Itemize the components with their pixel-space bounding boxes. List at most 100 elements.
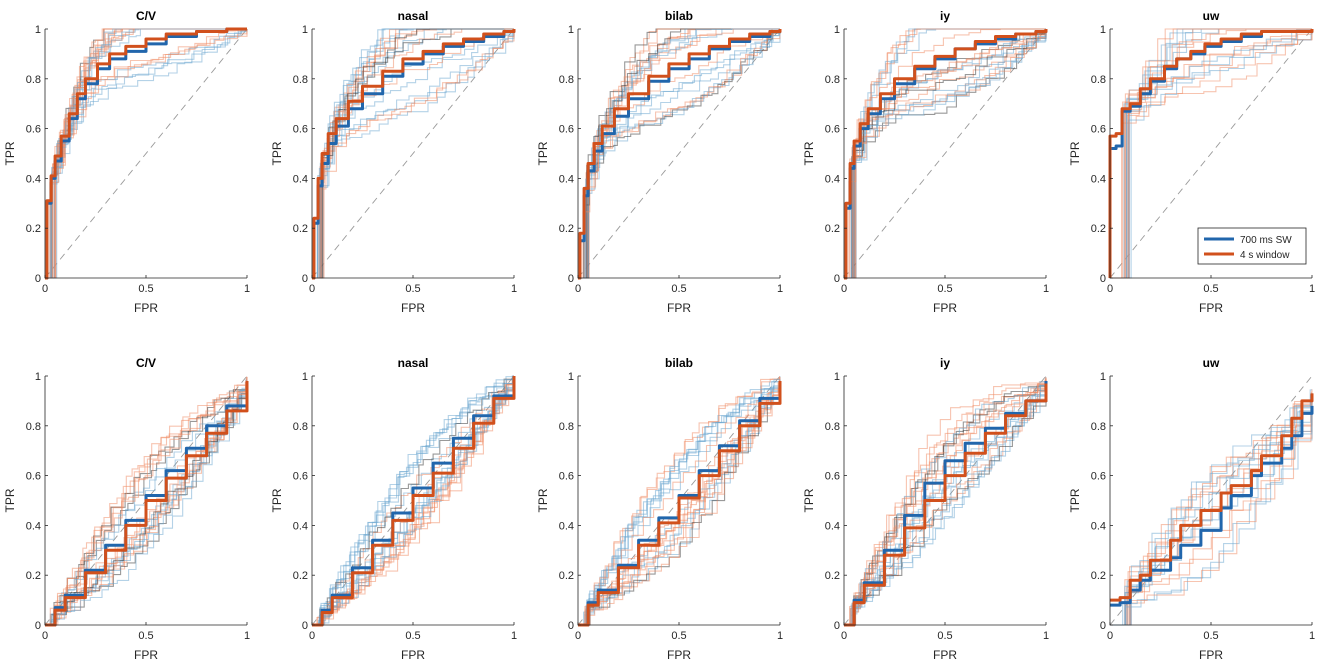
y-tick-label: 0	[1100, 620, 1106, 632]
panel-title: C/V	[136, 356, 156, 370]
y-tick-label: 0.6	[1091, 471, 1106, 483]
y-tick-label: 0.8	[26, 421, 41, 433]
y-tick-label: 1	[568, 24, 574, 36]
y-tick-label: 0.6	[559, 124, 574, 136]
y-tick-label: 0.4	[825, 173, 840, 185]
y-tick-label: 0.2	[26, 570, 41, 582]
x-tick-label: 1	[777, 630, 783, 642]
y-tick-label: 0.2	[825, 223, 840, 235]
roc-panel-r2c4: 0 0.5 1 0 0.2 0.4 0.6 0.8 1 iy FPR TPR	[802, 356, 1049, 662]
individual-roc-curve	[1110, 393, 1313, 626]
roc-panel-r1c3: 0 0.5 1 0 0.2 0.4 0.6 0.8 1 bilab FPR TPR	[536, 9, 783, 315]
individual-roc-curve	[844, 381, 1046, 626]
x-tick-label: 0	[1107, 630, 1113, 642]
panel-title: uw	[1203, 356, 1220, 370]
x-tick-label: 1	[511, 630, 517, 642]
x-tick-label: 0	[42, 630, 48, 642]
panel-title: bilab	[665, 9, 693, 23]
mean-roc-curve-window	[312, 29, 516, 280]
individual-roc-curve	[578, 378, 780, 626]
individual-roc-curve	[312, 28, 514, 279]
mean-roc-curve-sw	[312, 29, 516, 280]
individual-roc-curve	[45, 28, 247, 279]
y-tick-label: 1	[35, 24, 41, 36]
chance-diagonal-line	[1109, 28, 1313, 279]
individual-roc-curve	[578, 376, 781, 626]
chance-diagonal-line	[1109, 375, 1313, 626]
y-tick-label: 0.4	[1091, 173, 1106, 185]
y-tick-label: 0.4	[825, 520, 840, 532]
x-tick-label: 0.5	[937, 630, 952, 642]
x-tick-label: 1	[244, 630, 250, 642]
mean-roc-curve-window	[844, 29, 1048, 280]
individual-roc-curve	[578, 29, 781, 279]
y-axis-label: TPR	[802, 141, 816, 165]
legend: 700 ms SW 4 s window	[1197, 227, 1307, 265]
y-tick-label: 1	[302, 371, 308, 383]
mean-roc-curve-window	[844, 383, 1048, 627]
x-tick-label: 0	[309, 283, 315, 295]
y-tick-label: 0.4	[26, 173, 41, 185]
y-tick-label: 0.8	[293, 74, 308, 86]
mean-roc-curve-window	[578, 29, 782, 280]
x-axis-label: FPR	[401, 648, 425, 662]
mean-roc-curve-sw	[578, 29, 782, 280]
y-tick-label: 0.8	[293, 421, 308, 433]
individual-roc-curve	[844, 383, 1047, 626]
individual-roc-curve	[578, 29, 781, 279]
y-tick-label: 1	[568, 371, 574, 383]
x-tick-label: 0	[841, 283, 847, 295]
legend-label: 4 s window	[1240, 250, 1290, 261]
y-tick-label: 0	[1100, 273, 1106, 285]
individual-roc-curve	[312, 29, 515, 279]
individual-roc-curve	[312, 28, 514, 279]
individual-roc-curve	[1110, 402, 1312, 626]
y-tick-label: 0	[302, 620, 308, 632]
y-tick-label: 0.2	[825, 570, 840, 582]
individual-roc-curve	[844, 383, 1047, 626]
y-tick-label: 0.2	[559, 570, 574, 582]
x-tick-label: 0.5	[405, 283, 420, 295]
mean-roc-curve-window	[45, 381, 249, 627]
y-axis-label: TPR	[270, 141, 284, 165]
panel-title: iy	[940, 9, 950, 23]
y-tick-label: 0	[35, 620, 41, 632]
x-tick-label: 0.5	[937, 283, 952, 295]
y-tick-label: 0.8	[559, 74, 574, 86]
roc-panel-r2c5: 0 0.5 1 0 0.2 0.4 0.6 0.8 1 uw FPR TPR	[1068, 356, 1315, 662]
individual-roc-curve	[578, 377, 781, 626]
y-tick-label: 0.6	[559, 471, 574, 483]
y-axis-label: TPR	[3, 141, 17, 165]
y-tick-label: 1	[834, 371, 840, 383]
y-tick-label: 1	[1100, 24, 1106, 36]
y-tick-label: 1	[834, 24, 840, 36]
x-tick-label: 0.5	[405, 630, 420, 642]
y-tick-label: 0.2	[293, 570, 308, 582]
y-tick-label: 0.6	[293, 471, 308, 483]
y-tick-label: 1	[1100, 371, 1106, 383]
mean-roc-curve-sw	[45, 27, 247, 280]
x-tick-label: 0.5	[671, 630, 686, 642]
x-tick-label: 0	[309, 630, 315, 642]
individual-roc-curve	[45, 29, 248, 279]
panel-title: iy	[940, 356, 950, 370]
x-tick-label: 0	[575, 630, 581, 642]
y-tick-label: 0.6	[26, 471, 41, 483]
individual-roc-curve	[578, 381, 781, 626]
x-tick-label: 0	[42, 283, 48, 295]
individual-roc-curve	[578, 378, 780, 626]
y-tick-label: 1	[302, 24, 308, 36]
mean-roc-curve-sw	[1110, 405, 1314, 607]
x-axis-label: FPR	[667, 301, 691, 315]
individual-roc-curve	[578, 380, 781, 626]
panel-title: nasal	[398, 356, 429, 370]
x-tick-label: 0.5	[138, 630, 153, 642]
panel-title: bilab	[665, 356, 693, 370]
x-tick-label: 0.5	[1203, 283, 1218, 295]
individual-roc-curve	[45, 381, 248, 626]
y-tick-label: 0	[834, 620, 840, 632]
y-tick-label: 0.2	[559, 223, 574, 235]
x-axis-label: FPR	[667, 648, 691, 662]
individual-roc-curve	[1110, 405, 1313, 626]
